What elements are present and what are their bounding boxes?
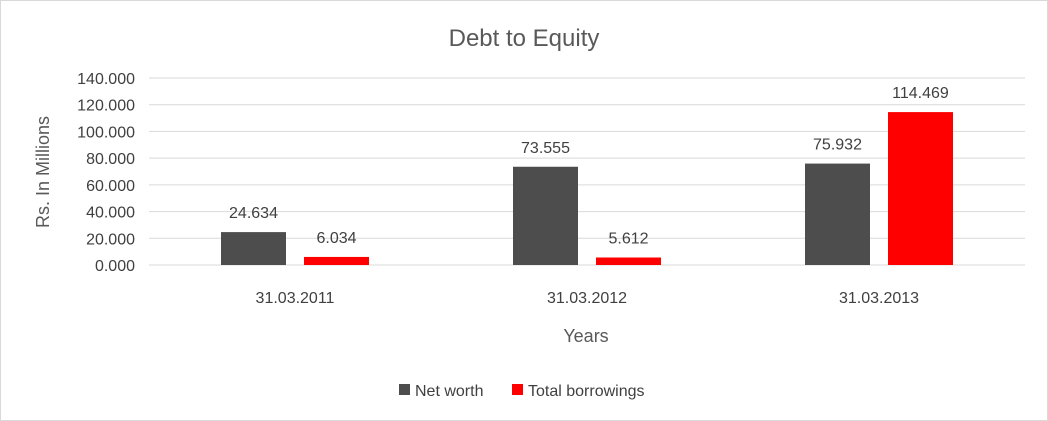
legend: Net worth Total borrowings [399, 383, 645, 400]
y-tick-label: 100.000 [77, 124, 135, 141]
legend-swatch [399, 384, 410, 395]
y-tick-label: 20.000 [86, 231, 135, 248]
y-tick-label: 140.000 [77, 71, 135, 88]
bar-total-borrowings [304, 256, 369, 265]
y-tick-label: 0.000 [95, 258, 135, 275]
y-tick-label: 40.000 [86, 205, 135, 222]
bar-net-worth [805, 163, 870, 265]
gridlines [149, 77, 1025, 266]
y-axis-label: Rs. In Millions [33, 116, 53, 228]
x-tick-labels: 31.03.2011 31.03.2012 31.03.2013 [256, 290, 920, 307]
bar-total-borrowings [596, 257, 661, 265]
data-label: 75.932 [813, 137, 862, 154]
y-tick-label: 60.000 [86, 178, 135, 195]
data-label: 6.034 [316, 230, 356, 247]
data-label: 73.555 [521, 140, 570, 157]
y-tick-labels: 0.000 20.000 40.000 60.000 80.000 100.000 120.… [77, 71, 135, 275]
data-labels: 24.634 6.034 73.555 5.612 75.932 114.469 [229, 85, 949, 247]
bar-net-worth [221, 232, 286, 265]
data-label: 114.469 [892, 85, 949, 102]
bar-total-borrowings [888, 112, 953, 266]
bars [221, 112, 953, 266]
legend-label: Net worth [415, 383, 483, 400]
y-tick-label: 80.000 [86, 151, 135, 168]
bar-net-worth [513, 166, 578, 265]
data-label: 5.612 [608, 231, 648, 248]
y-tick-label: 120.000 [77, 98, 135, 115]
x-tick-label: 31.03.2012 [547, 290, 627, 307]
legend-label: Total borrowings [528, 383, 645, 400]
x-axis-label: Years [563, 326, 608, 346]
x-tick-label: 31.03.2011 [256, 290, 335, 307]
chart-title: Debt to Equity [449, 25, 600, 52]
x-tick-label: 31.03.2013 [839, 290, 919, 307]
data-label: 24.634 [229, 205, 278, 222]
legend-swatch [512, 384, 523, 395]
